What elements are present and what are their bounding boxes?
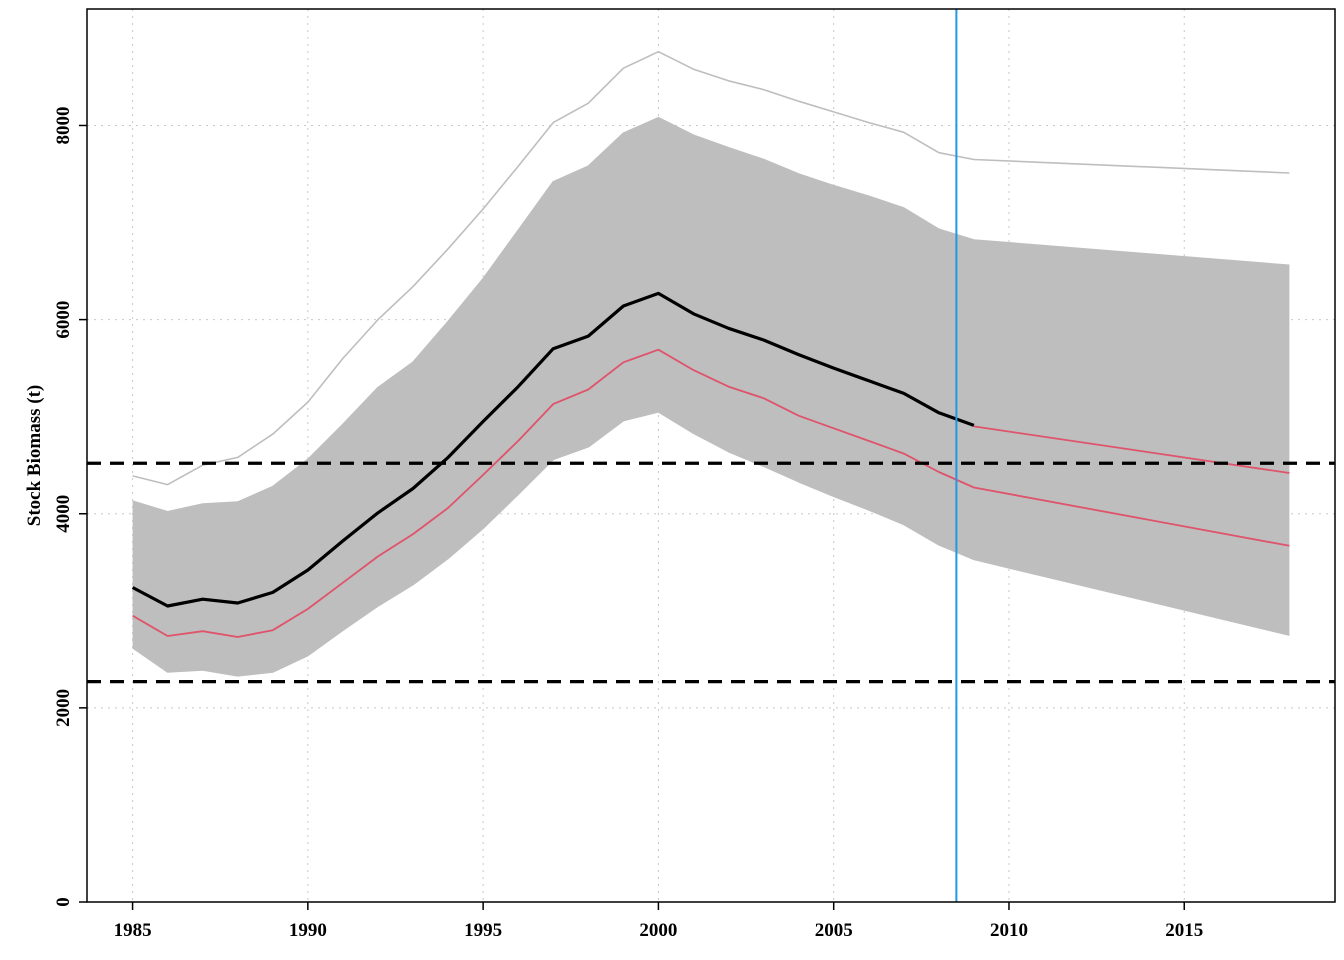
x-tick-label: 2015 — [1165, 920, 1203, 941]
iteration-line — [132, 116, 1290, 513]
iteration-line — [132, 397, 1290, 668]
y-tick-label: 4000 — [53, 495, 74, 533]
reference-line — [973, 425, 1290, 474]
iterations-band-area — [132, 117, 1290, 676]
x-tick-label: 2000 — [639, 920, 677, 941]
y-tick-label: 8000 — [53, 106, 74, 144]
iteration-line — [132, 126, 1290, 520]
iteration-line — [132, 410, 1290, 677]
iteration-line — [132, 50, 1290, 486]
y-tick-label: 2000 — [53, 689, 74, 727]
x-tick-label: 1995 — [464, 920, 502, 941]
plot-frame — [86, 8, 1336, 903]
y-tick-label: 6000 — [53, 301, 74, 339]
reference-lines — [87, 9, 1335, 902]
series-lines — [131, 50, 1290, 677]
iterations-band — [132, 117, 1290, 676]
reference-line — [132, 348, 1290, 638]
x-axis: 1985 1990 1995 2000 2005 2010 2015 — [114, 902, 1203, 941]
median-line — [131, 291, 975, 608]
y-tick-label: 0 — [53, 897, 74, 907]
x-tick-label: 2010 — [990, 920, 1028, 941]
y-axis-title: Stock Biomass (t) — [24, 385, 45, 526]
x-tick-label: 1990 — [289, 920, 327, 941]
x-tick-label: 2005 — [815, 920, 853, 941]
y-axis: 0 2000 4000 6000 8000 — [53, 106, 87, 907]
x-tick-label: 1985 — [114, 920, 152, 941]
